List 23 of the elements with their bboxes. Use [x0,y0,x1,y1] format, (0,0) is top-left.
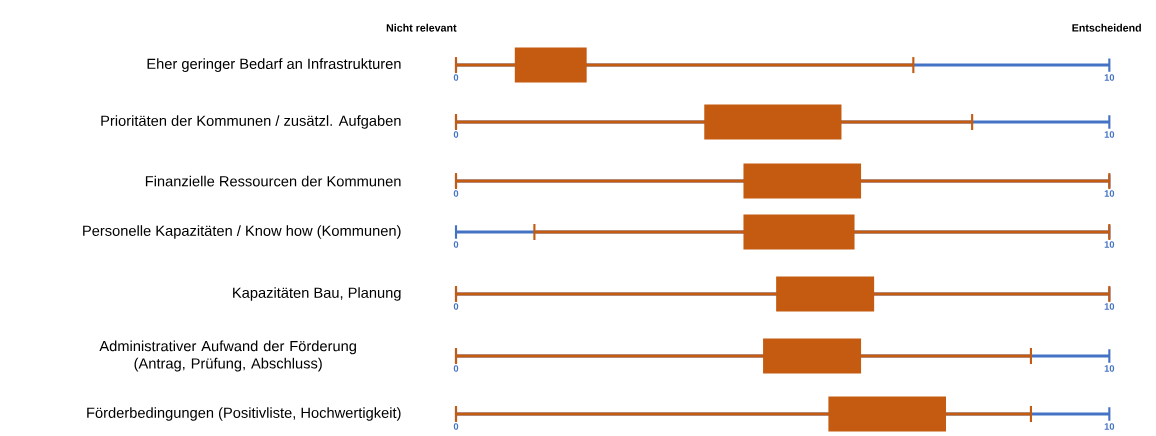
x-tick-label: 10 [1104,131,1115,138]
x-tick-label: 0 [453,131,459,138]
x-tick-label: 10 [1104,74,1115,81]
x-tick-label: 10 [1104,365,1115,372]
x-tick-label: 10 [1104,241,1115,248]
annotation: Entscheidend [1072,23,1141,32]
x-tick-label: 0 [453,74,459,81]
y-tick-label: Prioritäten der Kommunen / zusätzl. Aufgaben [101,115,401,129]
x-tick-label: 10 [1104,423,1115,430]
x-tick-label: 0 [453,423,459,430]
y-tick-label: Finanzielle Ressourcen der Kommunen [145,175,401,187]
x-tick-label: 0 [453,303,459,310]
y-tick-label: Personelle Kapazitäten / Know how (Kommunen) [83,225,401,239]
x-tick-label: 0 [453,241,459,248]
y-tick-label: Förderbedingungen (Positivliste, Hochwertigkeit) [87,407,401,421]
x-tick-label: 0 [453,365,459,372]
x-tick-label: 0 [453,190,459,197]
y-tick-label: Eher geringer Bedarf an Infrastrukturen [147,58,401,72]
x-tick-label: 10 [1104,190,1115,197]
annotation: Nicht relevant [386,23,457,32]
x-tick-label: 10 [1104,303,1115,310]
y-tick-label: Administrativer Aufwand der Förderung (Antrag, Prüfung, Abschluss) [99,340,356,372]
y-tick-label: Kapazitäten Bau, Planung [233,287,401,301]
